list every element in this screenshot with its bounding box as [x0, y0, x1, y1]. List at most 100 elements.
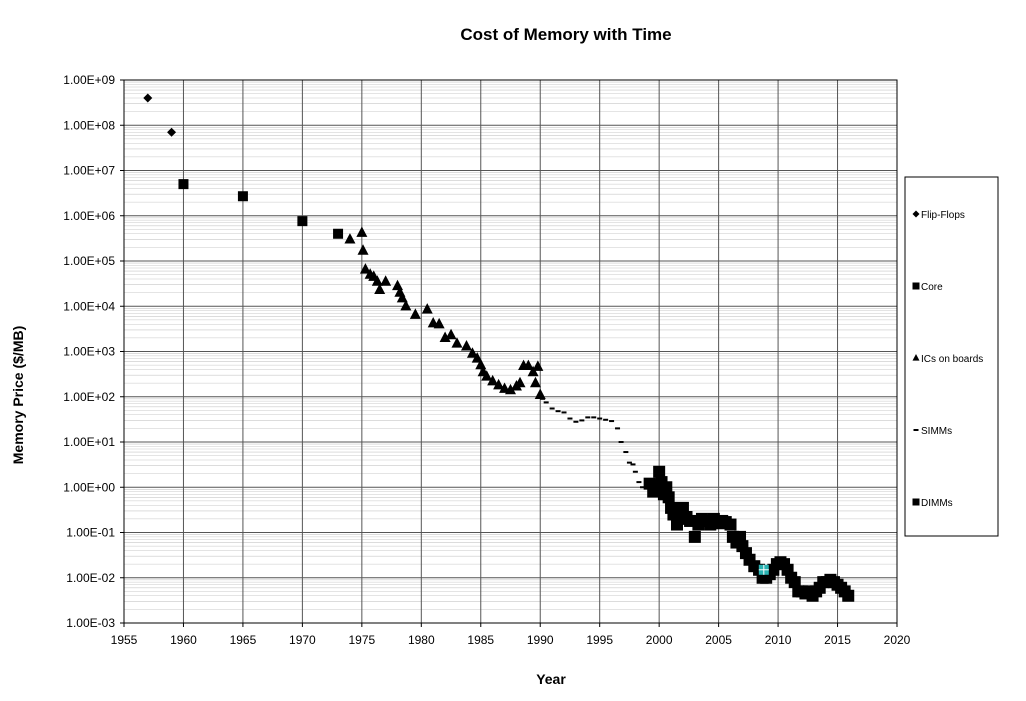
data-point: [460, 340, 472, 351]
legend-marker: [912, 353, 920, 361]
legend-item: SIMMs: [913, 426, 952, 437]
x-tick-label: 1965: [230, 633, 257, 647]
grid: [123, 79, 898, 624]
data-point: [623, 451, 629, 454]
series-dimms: [643, 465, 855, 602]
data-point: [439, 331, 451, 343]
legend-label: DIMMs: [921, 498, 953, 509]
data-point: [540, 397, 546, 400]
y-tick-label: 1.00E+09: [63, 73, 115, 87]
data-point: [178, 179, 189, 190]
data-point: [543, 401, 549, 404]
data-point: [143, 93, 153, 103]
data-point: [653, 465, 666, 478]
data-point: [487, 374, 499, 386]
legend-box: [904, 176, 999, 537]
data-point: [400, 299, 412, 311]
legend-item: Flip-Flops: [912, 210, 965, 221]
data-point: [493, 378, 505, 390]
data-point: [396, 291, 408, 303]
series-simms: [540, 397, 650, 489]
series-ics-on-boards: [344, 226, 546, 400]
data-point: [481, 370, 493, 381]
data-point: [618, 441, 624, 443]
data-point: [724, 518, 737, 531]
legend-label: SIMMs: [921, 426, 952, 437]
data-point: [534, 388, 546, 400]
x-tick-label: 1960: [170, 633, 197, 647]
legend: Flip-Flops Core ICs on boards SIMMs DIMMs: [904, 176, 999, 537]
y-tick-label: 1.00E+05: [63, 254, 115, 268]
x-tick-label: 1975: [348, 633, 375, 647]
legend-marker: [913, 429, 919, 431]
data-point: [451, 337, 463, 348]
x-tick-label: 2020: [884, 633, 911, 647]
data-point: [409, 308, 421, 319]
data-point: [561, 411, 567, 414]
x-tick-label: 1985: [467, 633, 494, 647]
data-point: [514, 376, 526, 388]
data-point: [591, 416, 597, 419]
data-point: [549, 407, 555, 410]
data-point: [632, 470, 638, 473]
tick-labels: 1955 1960 1965 1970 1975 1980 1985 1990 1995 2000…: [63, 73, 910, 647]
data-point: [466, 347, 478, 358]
data-point: [640, 486, 646, 489]
x-tick-label: 1970: [289, 633, 316, 647]
data-point: [615, 427, 621, 430]
series-core: [178, 179, 344, 239]
data-point: [688, 530, 701, 543]
legend-item: Core: [912, 282, 943, 293]
data-point: [573, 420, 579, 423]
legend-label: Flip-Flops: [921, 210, 965, 221]
data-point: [662, 491, 675, 504]
x-tick-label: 2000: [646, 633, 673, 647]
x-tick-label: 1955: [111, 633, 138, 647]
data-point: [433, 317, 445, 329]
x-tick-label: 1980: [408, 633, 435, 647]
legend-marker: [912, 210, 920, 218]
y-tick-label: 1.00E+08: [63, 118, 115, 132]
data-point: [356, 226, 368, 237]
data-point: [421, 303, 433, 314]
legend-marker: [912, 282, 920, 290]
data-point: [380, 275, 392, 286]
y-tick-label: 1.00E-01: [66, 526, 115, 540]
x-tick-label: 1995: [586, 633, 613, 647]
legend-label: Core: [921, 282, 943, 293]
y-axis-title: Memory Price ($/MB): [10, 326, 26, 464]
data-point: [371, 275, 383, 286]
y-tick-label: 1.00E+04: [63, 299, 115, 313]
y-tick-label: 1.00E-03: [66, 616, 115, 630]
x-tick-label: 1990: [527, 633, 554, 647]
y-tick-label: 1.00E+03: [63, 345, 115, 359]
data-point: [609, 420, 615, 423]
legend-marker: [912, 498, 920, 506]
data-point: [842, 589, 855, 602]
x-axis-title: Year: [536, 671, 566, 687]
data-point: [567, 417, 573, 420]
y-tick-label: 1.00E+00: [63, 480, 115, 494]
data-point: [471, 352, 483, 363]
data-point: [585, 416, 591, 419]
data-point: [603, 418, 609, 421]
x-tick-label: 2010: [765, 633, 792, 647]
data-point: [505, 383, 516, 395]
data-point: [359, 263, 371, 274]
data-point: [636, 481, 642, 484]
legend-item: DIMMs: [912, 498, 953, 509]
data-point: [374, 283, 386, 295]
data-marks: [143, 93, 855, 602]
data-point: [357, 244, 369, 255]
data-point: [532, 360, 544, 371]
data-point: [529, 376, 541, 388]
chart-title: Cost of Memory with Time: [460, 25, 671, 44]
y-tick-label: 1.00E+01: [63, 435, 115, 449]
data-point: [734, 530, 747, 543]
data-point: [344, 233, 356, 244]
data-point: [626, 461, 632, 464]
legend-item: ICs on boards: [912, 353, 983, 365]
data-point: [597, 417, 603, 420]
y-tick-label: 1.00E+07: [63, 164, 115, 178]
